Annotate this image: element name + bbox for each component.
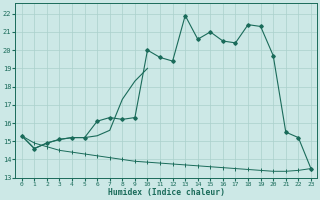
X-axis label: Humidex (Indice chaleur): Humidex (Indice chaleur) xyxy=(108,188,225,197)
